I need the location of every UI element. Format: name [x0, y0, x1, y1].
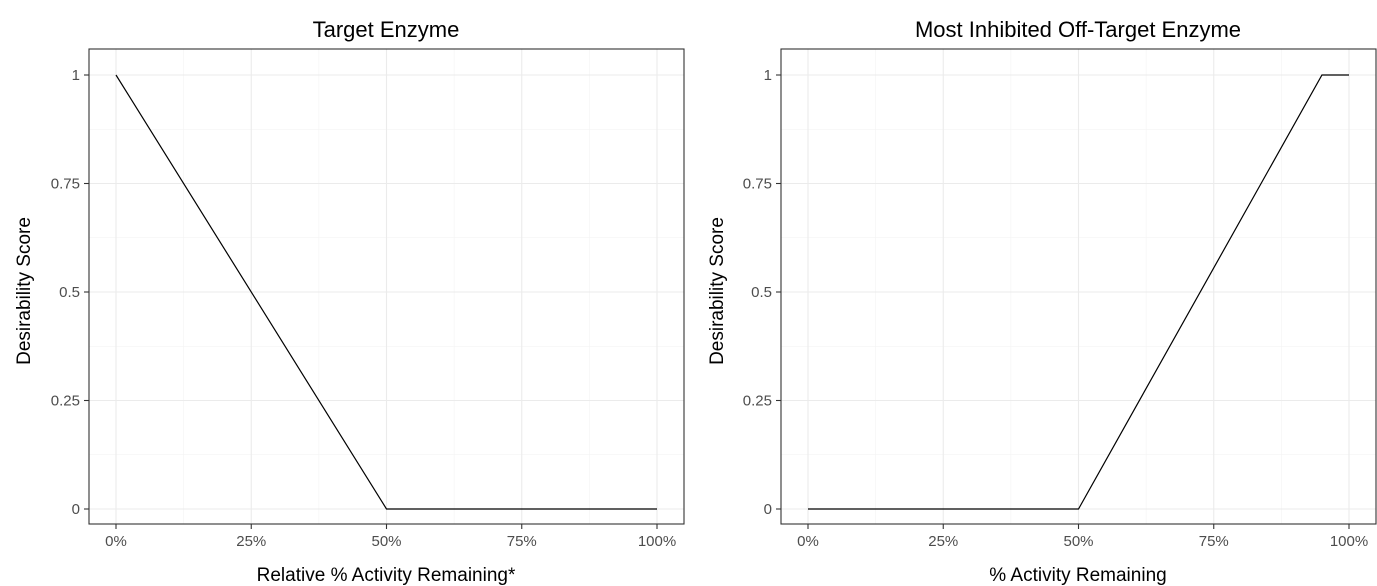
chart-title: Most Inhibited Off-Target Enzyme: [915, 17, 1241, 42]
x-tick-label: 100%: [1330, 533, 1368, 550]
x-tick-label: 75%: [507, 533, 537, 550]
y-tick-label: 0.5: [751, 284, 772, 301]
y-tick-label: 1: [72, 67, 80, 84]
x-tick-label: 25%: [928, 533, 958, 550]
x-tick-label: 50%: [1063, 533, 1093, 550]
y-tick-label: 0.5: [59, 284, 80, 301]
x-axis-title: Relative % Activity Remaining*: [257, 565, 516, 586]
x-tick-label: 0%: [105, 533, 127, 550]
chart-title: Target Enzyme: [313, 17, 460, 42]
x-tick-label: 100%: [638, 533, 676, 550]
y-axis-title: Desirability Score: [707, 217, 728, 365]
series-line: [115, 74, 657, 510]
data-series: [808, 74, 1349, 510]
y-tick-label: 0.25: [743, 393, 772, 410]
x-tick-label: 50%: [371, 533, 401, 550]
y-tick-label: 0.25: [51, 393, 80, 410]
x-tick-label: 25%: [236, 533, 266, 550]
chart-target-enzyme: 0% 25% 50% 75% 100% 0 0.25 0.5 0.75 1 Target Enzy…: [14, 17, 685, 586]
y-axis-title: Desirability Score: [14, 217, 35, 365]
x-axis-title: % Activity Remaining: [989, 565, 1166, 586]
y-tick-label: 0.75: [51, 176, 80, 193]
y-tick-label: 0.75: [743, 176, 772, 193]
chart-off-target-enzyme: 0% 25% 50% 75% 100% 0 0.25 0.5 0.75 1 Most Inhibi…: [707, 17, 1377, 586]
data-series: [115, 74, 657, 510]
x-tick-label: 75%: [1199, 533, 1229, 550]
y-tick-label: 0: [764, 501, 772, 518]
x-tick-label: 0%: [797, 533, 819, 550]
y-tick-label: 1: [764, 67, 772, 84]
axis-ticks: 0% 25% 50% 75% 100% 0 0.25 0.5 0.75 1: [51, 67, 676, 550]
y-tick-label: 0: [72, 501, 80, 518]
series-line: [808, 74, 1349, 510]
axis-ticks: 0% 25% 50% 75% 100% 0 0.25 0.5 0.75 1: [743, 67, 1368, 550]
